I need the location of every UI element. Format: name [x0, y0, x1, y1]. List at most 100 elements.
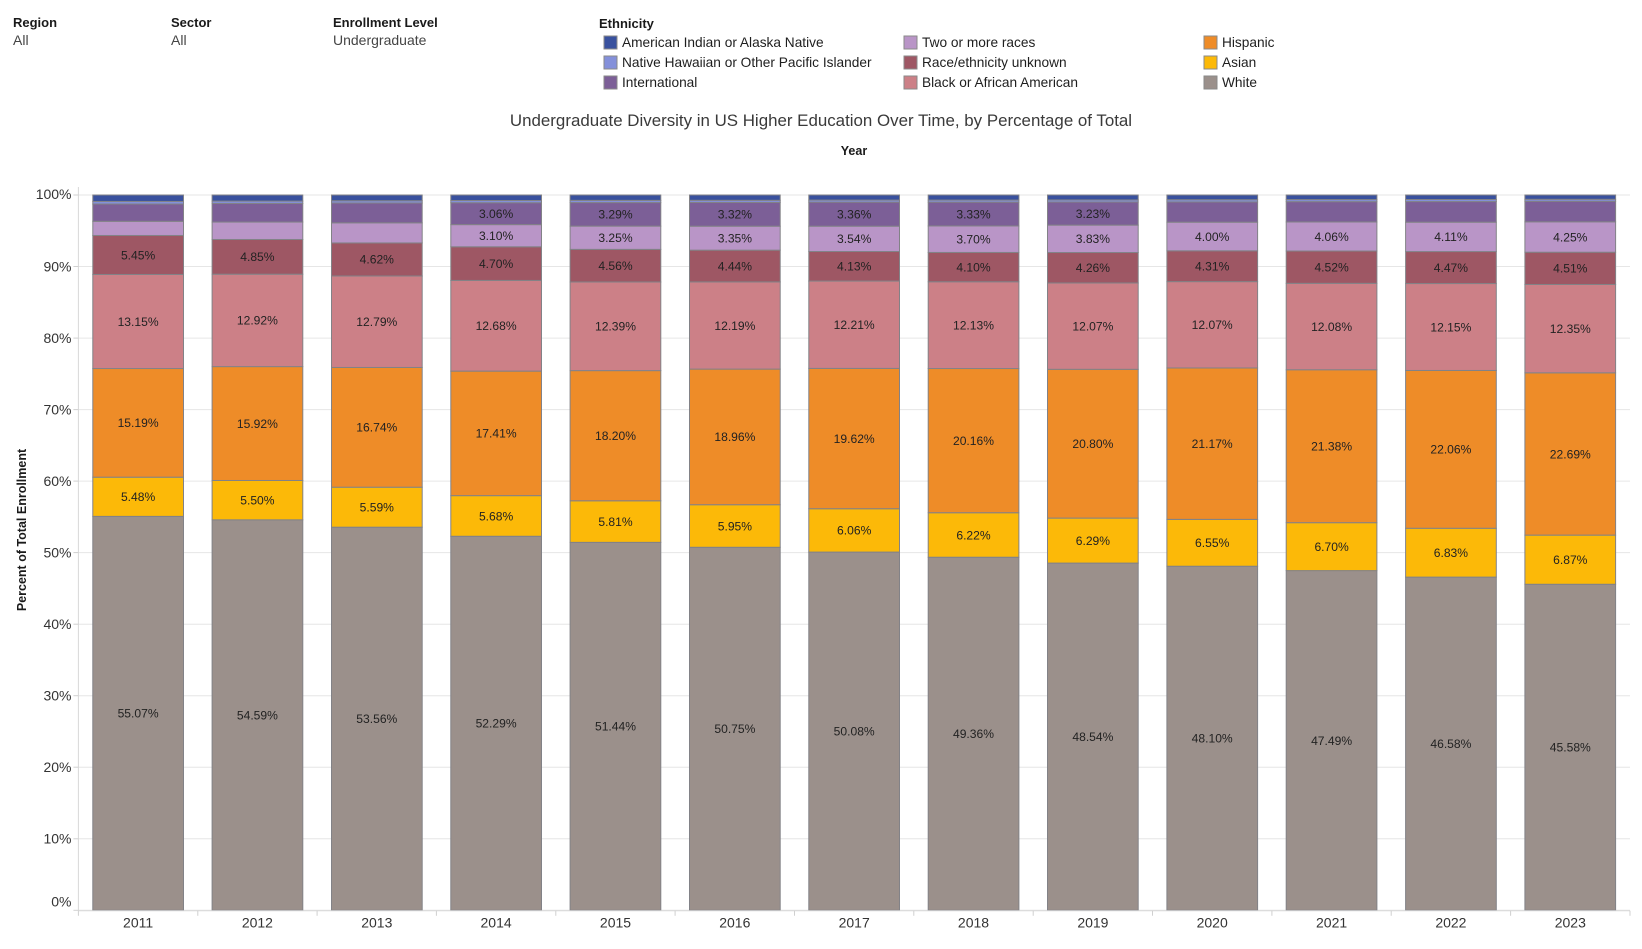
svg-text:4.00%: 4.00% — [1195, 230, 1230, 244]
svg-text:4.10%: 4.10% — [956, 260, 991, 274]
svg-text:20.80%: 20.80% — [1072, 437, 1113, 451]
svg-text:Region: Region — [13, 15, 57, 30]
svg-text:Year: Year — [841, 144, 868, 158]
svg-text:12.21%: 12.21% — [834, 318, 875, 332]
svg-text:4.62%: 4.62% — [360, 253, 395, 267]
svg-text:4.52%: 4.52% — [1314, 261, 1349, 275]
svg-text:2012: 2012 — [242, 915, 273, 931]
svg-text:60%: 60% — [43, 473, 71, 489]
svg-text:Enrollment Level: Enrollment Level — [333, 15, 438, 30]
svg-text:Black or African American: Black or African American — [922, 75, 1078, 90]
svg-text:51.44%: 51.44% — [595, 720, 636, 734]
svg-text:48.54%: 48.54% — [1072, 730, 1113, 744]
svg-text:10%: 10% — [43, 831, 71, 847]
svg-text:4.44%: 4.44% — [718, 259, 753, 273]
svg-text:Percent of Total Enrollment: Percent of Total Enrollment — [15, 448, 29, 611]
svg-text:3.10%: 3.10% — [479, 229, 514, 243]
svg-text:16.74%: 16.74% — [356, 421, 397, 435]
svg-text:40%: 40% — [43, 616, 71, 632]
svg-text:3.23%: 3.23% — [1076, 207, 1111, 221]
svg-text:5.48%: 5.48% — [121, 490, 156, 504]
svg-text:3.33%: 3.33% — [956, 207, 991, 221]
svg-text:2017: 2017 — [839, 915, 870, 931]
svg-text:6.29%: 6.29% — [1076, 534, 1111, 548]
svg-text:17.41%: 17.41% — [476, 427, 517, 441]
svg-text:4.25%: 4.25% — [1553, 230, 1588, 244]
svg-text:12.07%: 12.07% — [1072, 320, 1113, 334]
svg-text:5.95%: 5.95% — [718, 519, 753, 533]
svg-text:6.83%: 6.83% — [1434, 546, 1469, 560]
svg-text:12.19%: 12.19% — [714, 319, 755, 333]
svg-text:30%: 30% — [43, 688, 71, 704]
svg-text:2021: 2021 — [1316, 915, 1347, 931]
svg-text:2014: 2014 — [481, 915, 512, 931]
svg-text:Hispanic: Hispanic — [1222, 35, 1275, 50]
svg-text:13.15%: 13.15% — [118, 315, 159, 329]
svg-text:50.08%: 50.08% — [834, 725, 875, 739]
svg-text:6.06%: 6.06% — [837, 524, 872, 538]
svg-text:70%: 70% — [43, 402, 71, 418]
svg-text:18.20%: 18.20% — [595, 429, 636, 443]
svg-text:Native Hawaiian or Other Pacif: Native Hawaiian or Other Pacific Islande… — [622, 55, 872, 70]
svg-text:2013: 2013 — [361, 915, 392, 931]
svg-text:2015: 2015 — [600, 915, 631, 931]
svg-text:Race/ethnicity unknown: Race/ethnicity unknown — [922, 55, 1067, 70]
svg-text:5.59%: 5.59% — [360, 501, 395, 515]
svg-text:6.22%: 6.22% — [956, 528, 991, 542]
svg-text:12.13%: 12.13% — [953, 318, 994, 332]
svg-text:5.68%: 5.68% — [479, 509, 514, 523]
svg-text:International: International — [622, 75, 697, 90]
svg-text:18.96%: 18.96% — [714, 430, 755, 444]
svg-text:3.83%: 3.83% — [1076, 232, 1111, 246]
svg-text:6.87%: 6.87% — [1553, 553, 1588, 567]
svg-text:12.39%: 12.39% — [595, 320, 636, 334]
svg-text:Undergraduate: Undergraduate — [333, 32, 427, 48]
svg-text:19.62%: 19.62% — [834, 432, 875, 446]
svg-text:3.32%: 3.32% — [718, 208, 753, 222]
svg-text:55.07%: 55.07% — [118, 707, 159, 721]
svg-text:All: All — [171, 32, 187, 48]
svg-text:12.35%: 12.35% — [1550, 322, 1591, 336]
svg-text:50.75%: 50.75% — [714, 722, 755, 736]
svg-text:47.49%: 47.49% — [1311, 734, 1352, 748]
svg-text:21.17%: 21.17% — [1192, 437, 1233, 451]
svg-text:6.55%: 6.55% — [1195, 536, 1230, 550]
svg-text:20%: 20% — [43, 759, 71, 775]
svg-text:4.56%: 4.56% — [598, 259, 633, 273]
svg-text:4.26%: 4.26% — [1076, 261, 1111, 275]
svg-text:50%: 50% — [43, 545, 71, 561]
svg-text:3.36%: 3.36% — [837, 208, 872, 222]
svg-text:12.79%: 12.79% — [356, 315, 397, 329]
svg-text:3.29%: 3.29% — [598, 208, 633, 222]
svg-text:53.56%: 53.56% — [356, 712, 397, 726]
svg-text:5.50%: 5.50% — [240, 493, 275, 507]
svg-text:White: White — [1222, 75, 1257, 90]
svg-text:Undergraduate Diversity in US: Undergraduate Diversity in US Higher Edu… — [510, 111, 1132, 130]
svg-text:54.59%: 54.59% — [237, 708, 278, 722]
svg-text:12.07%: 12.07% — [1192, 318, 1233, 332]
svg-text:Two or more races: Two or more races — [922, 35, 1035, 50]
svg-text:22.69%: 22.69% — [1550, 447, 1591, 461]
svg-text:80%: 80% — [43, 330, 71, 346]
svg-text:American Indian or Alaska Nati: American Indian or Alaska Native — [622, 35, 824, 50]
svg-text:49.36%: 49.36% — [953, 727, 994, 741]
svg-text:12.92%: 12.92% — [237, 314, 278, 328]
svg-text:6.70%: 6.70% — [1314, 540, 1349, 554]
svg-text:21.38%: 21.38% — [1311, 440, 1352, 454]
svg-text:100%: 100% — [36, 186, 72, 202]
svg-text:5.45%: 5.45% — [121, 248, 156, 262]
svg-text:2011: 2011 — [123, 915, 153, 931]
svg-text:4.11%: 4.11% — [1434, 230, 1468, 244]
svg-text:52.29%: 52.29% — [476, 717, 517, 731]
svg-text:15.19%: 15.19% — [118, 416, 159, 430]
svg-text:20.16%: 20.16% — [953, 434, 994, 448]
svg-text:2020: 2020 — [1197, 915, 1228, 931]
svg-text:5.81%: 5.81% — [598, 515, 633, 529]
svg-text:3.70%: 3.70% — [956, 233, 991, 247]
svg-text:46.58%: 46.58% — [1430, 737, 1471, 751]
svg-text:2016: 2016 — [719, 915, 750, 931]
svg-text:Asian: Asian — [1222, 55, 1256, 70]
svg-text:2023: 2023 — [1555, 915, 1586, 931]
svg-text:3.35%: 3.35% — [718, 232, 753, 246]
svg-text:4.47%: 4.47% — [1434, 261, 1469, 275]
